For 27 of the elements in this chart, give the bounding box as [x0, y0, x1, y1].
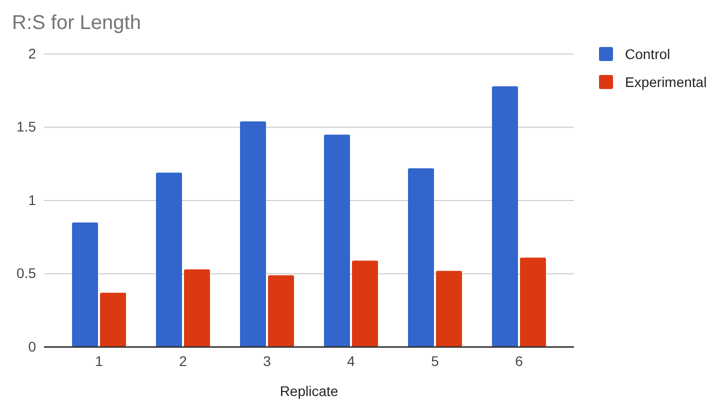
y-tick-label: 1 [28, 192, 36, 208]
x-tick-label: 5 [431, 352, 440, 369]
x-tick-label: 1 [95, 352, 104, 369]
bar [268, 275, 294, 347]
bar [492, 86, 518, 347]
bar [100, 292, 126, 347]
x-tick-label: 6 [515, 352, 524, 369]
bar [520, 258, 546, 347]
bar [72, 222, 98, 347]
y-tick-label: 0 [28, 338, 36, 354]
legend-label: Experimental [625, 74, 707, 90]
y-tick-label: 0.5 [16, 265, 36, 282]
x-tick-label: 3 [263, 352, 272, 369]
x-tick-label: 4 [347, 352, 356, 369]
y-tick-label: 1.5 [16, 118, 36, 135]
bar [184, 269, 210, 347]
legend-label: Control [625, 46, 670, 62]
bar [436, 270, 462, 347]
chart-title: R:S for Length [12, 12, 141, 34]
bar [352, 260, 378, 347]
bar [408, 168, 434, 347]
y-tick-label: 2 [28, 45, 36, 62]
x-tick-label: 2 [179, 352, 188, 369]
x-axis-title: Replicate [280, 383, 338, 399]
bar [240, 121, 266, 347]
bar [156, 172, 182, 347]
bar [324, 134, 350, 347]
